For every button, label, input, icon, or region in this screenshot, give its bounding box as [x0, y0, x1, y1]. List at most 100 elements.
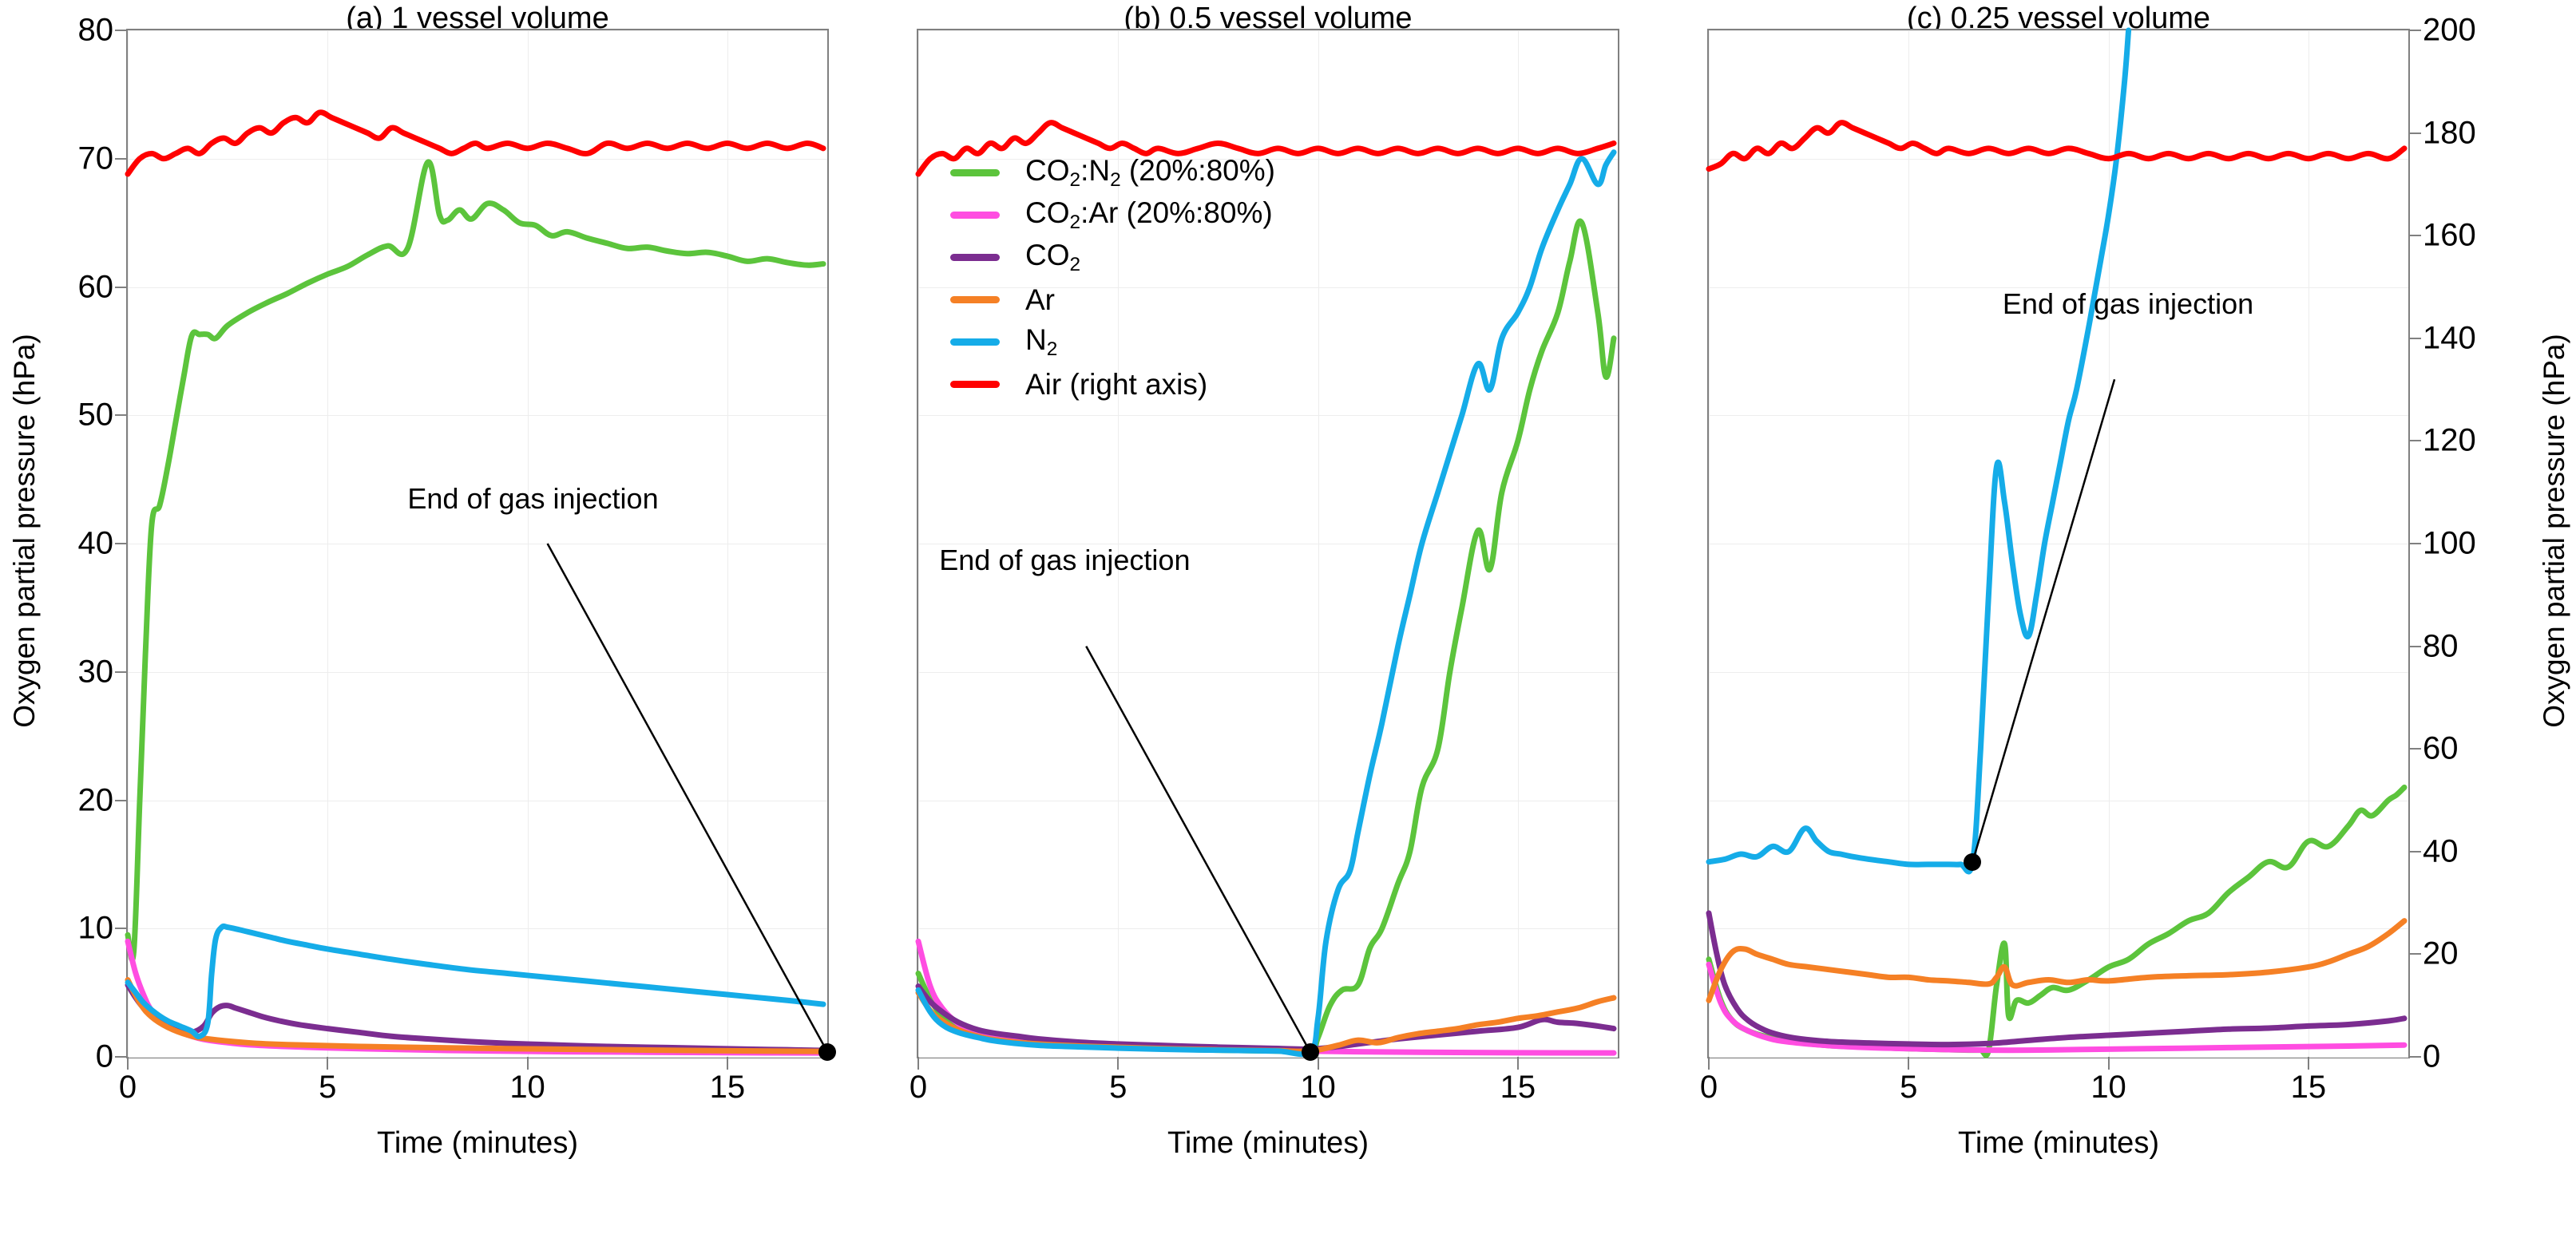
y-tick-label-right: 0 [2423, 1038, 2441, 1074]
gridline-horizontal [1709, 158, 2408, 160]
gridline-vertical [527, 30, 529, 1057]
y-axis-label-right: Oxygen partial pressure (hPa) [2538, 334, 2570, 728]
gridline-horizontal [1709, 928, 2408, 930]
y-tick-mark-right [2408, 748, 2421, 750]
panel-c-plot-area: 0 20 40 60 80 100 120 140 160 180 200 0 5 10 15 End o… [1707, 29, 2476, 1105]
y-tick-mark-right [2408, 132, 2421, 134]
gridline-horizontal [1709, 30, 2408, 31]
y-tick-label-left: 20 [77, 782, 114, 817]
legend-item-air[interactable]: Air (right axis) [950, 363, 1275, 405]
series-line-co2_n2 [128, 162, 823, 959]
series-line-co2_n2 [1709, 787, 2404, 1055]
legend-item-co2_n2[interactable]: CO2:N2 (20%:80%) [950, 152, 1275, 194]
legend-swatch-co2 [950, 254, 1000, 261]
y-axis-label-left: Oxygen partial pressure (hPa) [8, 334, 41, 728]
series-line-n2 [918, 152, 1614, 1054]
y-tick-label-left: 70 [77, 140, 114, 176]
y-tick-label-left: 60 [77, 269, 114, 304]
gridline-vertical [1709, 30, 1710, 1057]
y-tick-mark-right [2408, 645, 2421, 647]
legend-swatch-ar [950, 296, 1000, 303]
gridline-vertical [1908, 30, 1910, 1057]
y-tick-label-right: 180 [2423, 115, 2476, 151]
gridline-vertical [2308, 30, 2309, 1057]
panel-b-annotation-dot [1301, 1042, 1319, 1061]
series-line-co2_ar [1709, 964, 2404, 1050]
panel-a-annotation-text: End of gas injection [407, 481, 659, 515]
y-tick-label-right: 160 [2423, 217, 2476, 253]
gridline-horizontal [918, 30, 1618, 31]
y-tick-label-left: 30 [77, 654, 114, 690]
y-tick-mark-right [2408, 850, 2421, 852]
x-tick-mark [327, 1057, 329, 1070]
y-tick-mark-left [115, 543, 128, 544]
panel-c-x-axis-title: Time (minutes) [1958, 1126, 2159, 1160]
series-line-co2 [1709, 913, 2404, 1045]
gridline-horizontal [128, 1057, 827, 1058]
panel-a-annotation-dot [818, 1042, 836, 1061]
legend: CO2:N2 (20%:80%) CO2:Ar (20%:80%) CO2 Ar N2 A… [950, 152, 1275, 405]
x-tick-label: 0 [118, 1070, 137, 1105]
x-tick-label: 0 [909, 1070, 928, 1105]
gridline-vertical [918, 30, 919, 1057]
x-tick-label: 10 [509, 1070, 545, 1105]
gridline-horizontal [918, 1057, 1618, 1058]
legend-item-co2[interactable]: CO2 [950, 236, 1275, 279]
series-line-ar [1709, 921, 2404, 1001]
y-tick-mark-right [2408, 1056, 2421, 1058]
y-tick-mark-left [115, 157, 128, 160]
legend-swatch-air [950, 381, 1000, 388]
gridline-vertical [1517, 30, 1519, 1057]
series-line-air [1709, 123, 2404, 169]
legend-item-n2[interactable]: N2 [950, 321, 1275, 363]
y-tick-label-left: 0 [95, 1038, 113, 1074]
series-line-n2 [128, 926, 823, 1036]
gridline-vertical [327, 30, 329, 1057]
y-tick-label-left: 10 [77, 910, 114, 946]
y-tick-label-right: 100 [2423, 525, 2476, 561]
gridline-horizontal [918, 287, 1618, 288]
legend-item-ar[interactable]: Ar [950, 279, 1275, 321]
gridline-horizontal [128, 415, 827, 417]
y-tick-mark-left [115, 286, 128, 288]
y-tick-mark-left [115, 799, 128, 801]
legend-label-n2: N2 [1025, 322, 1058, 360]
y-tick-label-right: 40 [2423, 833, 2459, 869]
x-tick-mark [1908, 1057, 1910, 1070]
y-tick-label-left: 50 [77, 397, 114, 433]
x-tick-mark [526, 1057, 529, 1070]
series-line-air [128, 113, 823, 174]
x-tick-label: 5 [1109, 1070, 1127, 1105]
y-tick-mark-left [115, 928, 128, 930]
x-tick-label: 10 [1300, 1070, 1336, 1105]
x-tick-mark [2307, 1057, 2309, 1070]
x-tick-mark [1708, 1057, 1710, 1070]
panel-b-plot-area: 0 5 10 15 CO2:N2 (20%:80%) CO2:Ar (20%:80%) C… [917, 29, 1619, 1105]
y-tick-mark-left [115, 414, 128, 417]
gridline-horizontal [1709, 1057, 2408, 1058]
y-tick-mark-right [2408, 337, 2421, 339]
gridline-vertical [1318, 30, 1319, 1057]
x-tick-label: 0 [1699, 1070, 1718, 1105]
legend-item-co2_ar[interactable]: CO2:Ar (20%:80%) [950, 194, 1275, 236]
y-tick-label-right: 200 [2423, 12, 2476, 48]
panel-b-x-axis-title: Time (minutes) [1167, 1126, 1369, 1160]
y-tick-label-left: 40 [77, 525, 114, 561]
x-tick-label: 5 [1900, 1070, 1918, 1105]
x-tick-label: 10 [2091, 1070, 2126, 1105]
gridline-horizontal [918, 415, 1618, 417]
y-tick-mark-left [115, 1056, 128, 1058]
panel-c: (c) 0.25 vessel volume 0 20 40 60 80 100 120 14… [1707, 29, 2476, 1160]
legend-swatch-co2_ar [950, 212, 1000, 219]
panel-b: (b) 0.5 vessel volume 0 5 10 15 CO2:N2 (20%… [917, 2, 1619, 1160]
legend-swatch-co2_n2 [950, 169, 1000, 176]
legend-label-co2: CO2 [1025, 238, 1081, 275]
y-tick-mark-right [2408, 953, 2421, 955]
x-tick-label: 15 [1500, 1070, 1536, 1105]
x-tick-label: 15 [2290, 1070, 2327, 1105]
gridline-horizontal [128, 287, 827, 288]
panel-c-annotation-text: End of gas injection [2002, 287, 2254, 320]
y-tick-mark-left [115, 30, 128, 31]
legend-label-co2_ar: CO2:Ar (20%:80%) [1025, 196, 1273, 233]
